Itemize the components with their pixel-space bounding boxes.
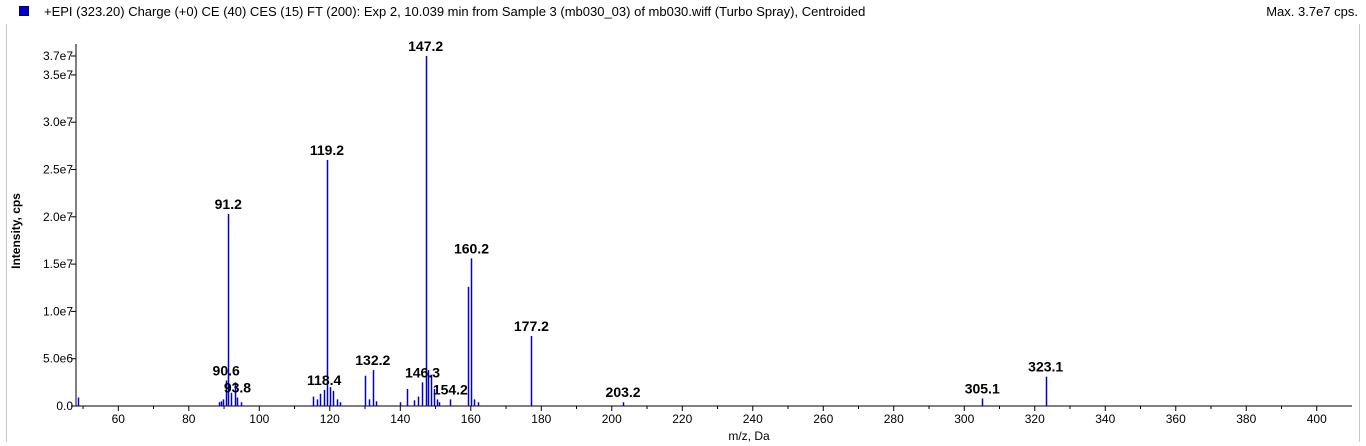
x-tick-label: 300 — [954, 412, 974, 426]
x-tick-label: 360 — [1166, 412, 1186, 426]
series-color-swatch — [19, 6, 29, 16]
plot-frame — [6, 24, 1360, 442]
x-tick-label: 100 — [249, 412, 269, 426]
axes: 60 80 100 120 140 160 180 200 220 240 260 280 300 320… — [43, 44, 1352, 426]
peak-label: 323.1 — [1028, 359, 1063, 375]
x-axis-title: m/z, Da — [728, 429, 770, 443]
y-tick-label: 1.5e7 — [43, 257, 73, 271]
peak-label: 177.2 — [514, 318, 549, 334]
spectrum-title: +EPI (323.20) Charge (+0) CE (40) CES (1… — [44, 4, 866, 19]
peak-label: 147.2 — [408, 38, 443, 54]
x-tick-label: 400 — [1307, 412, 1327, 426]
peak-label: 305.1 — [965, 380, 1000, 396]
peak-label: 132.2 — [355, 352, 390, 368]
x-tick-label: 80 — [182, 412, 196, 426]
y-tick-label: 2.0e7 — [43, 210, 73, 224]
peak-label: 146.3 — [405, 364, 440, 380]
x-tick-label: 220 — [672, 412, 692, 426]
x-tick-label: 60 — [112, 412, 126, 426]
max-intensity-label: Max. 3.7e7 cps. — [1266, 4, 1358, 19]
x-tick-label: 200 — [602, 412, 622, 426]
peak-label: 160.2 — [454, 240, 489, 256]
y-tick-label: 0.0 — [56, 399, 73, 413]
x-tick-label: 180 — [531, 412, 551, 426]
y-tick-label: 5.0e6 — [43, 352, 73, 366]
peak-label: 119.2 — [310, 142, 344, 158]
x-tick-label: 140 — [390, 412, 410, 426]
y-tick-label: 3.0e7 — [43, 115, 73, 129]
x-tick-label: 240 — [743, 412, 763, 426]
x-tick-label: 380 — [1236, 412, 1256, 426]
y-tick-label: 3.5e7 — [43, 68, 73, 82]
y-tick-label: 1.0e7 — [43, 304, 73, 318]
peak-label: 91.2 — [215, 196, 242, 212]
peak-label: 118.4 — [307, 372, 341, 388]
x-tick-label: 280 — [884, 412, 904, 426]
peaks — [77, 56, 1048, 406]
peak-label: 90.6 — [213, 362, 240, 378]
y-axis-title: Intensity, cps — [9, 193, 23, 269]
peak-labels: 91.2 119.2 147.2 160.2 177.2 90.693.8 118.4 132… — [213, 38, 1064, 400]
x-tick-label: 120 — [320, 412, 340, 426]
x-tick-label: 340 — [1095, 412, 1115, 426]
peak-label: 154.2 — [433, 381, 468, 397]
x-tick-label: 160 — [461, 412, 481, 426]
x-tick-label: 320 — [1025, 412, 1045, 426]
peak-label: 93.8 — [224, 379, 251, 395]
y-tick-label: 3.7e7 — [43, 49, 73, 63]
x-tick-label: 260 — [813, 412, 833, 426]
y-tick-label: 2.5e7 — [43, 163, 73, 177]
peak-label: 203.2 — [606, 384, 641, 400]
